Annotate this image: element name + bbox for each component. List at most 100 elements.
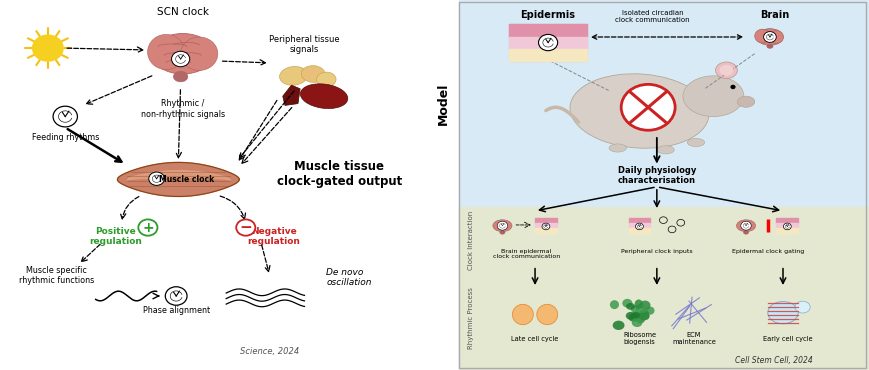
Ellipse shape	[631, 312, 639, 319]
Bar	[534, 218, 556, 223]
Polygon shape	[117, 162, 239, 196]
Ellipse shape	[612, 321, 624, 330]
Ellipse shape	[181, 37, 217, 70]
Bar	[534, 228, 556, 233]
Circle shape	[165, 287, 187, 305]
Text: Muscle clock: Muscle clock	[159, 175, 215, 184]
Ellipse shape	[151, 34, 214, 74]
Ellipse shape	[627, 313, 639, 322]
Ellipse shape	[626, 303, 634, 310]
Ellipse shape	[635, 316, 644, 323]
Ellipse shape	[767, 302, 798, 324]
Ellipse shape	[687, 138, 704, 147]
Text: Daily physiology
characterisation: Daily physiology characterisation	[617, 166, 695, 185]
Ellipse shape	[279, 67, 308, 85]
Circle shape	[740, 221, 751, 230]
Bar	[627, 228, 650, 233]
Text: Rhythmic /
non-rhythmic signals: Rhythmic / non-rhythmic signals	[141, 100, 224, 119]
Bar	[508, 24, 587, 37]
Text: Cell Stem Cell, 2024: Cell Stem Cell, 2024	[734, 356, 813, 365]
Ellipse shape	[316, 72, 335, 87]
Text: Clock Interaction: Clock Interaction	[468, 211, 473, 270]
Ellipse shape	[766, 44, 773, 48]
Ellipse shape	[631, 312, 641, 320]
Text: ECM
maintenance: ECM maintenance	[671, 332, 715, 345]
Bar	[459, 207, 869, 370]
Circle shape	[138, 219, 157, 236]
Ellipse shape	[737, 96, 754, 107]
Ellipse shape	[645, 307, 653, 315]
Circle shape	[33, 35, 63, 61]
Bar	[627, 218, 650, 233]
Bar	[508, 49, 587, 61]
Circle shape	[729, 85, 735, 89]
Text: De novo
oscillation: De novo oscillation	[326, 268, 371, 287]
Ellipse shape	[633, 314, 642, 322]
Bar	[534, 223, 556, 228]
Circle shape	[783, 223, 791, 230]
Text: Epidermal clock gating: Epidermal clock gating	[731, 249, 803, 254]
Circle shape	[634, 223, 643, 230]
Ellipse shape	[635, 303, 647, 313]
Circle shape	[53, 106, 77, 127]
Bar	[776, 218, 798, 233]
Circle shape	[149, 172, 164, 185]
Ellipse shape	[656, 146, 673, 154]
Text: Ribosome
biogensis: Ribosome biogensis	[622, 332, 655, 345]
Ellipse shape	[536, 304, 557, 325]
Ellipse shape	[609, 300, 618, 309]
Text: SCN clock: SCN clock	[156, 7, 209, 17]
Ellipse shape	[638, 312, 649, 320]
Bar	[776, 218, 798, 223]
Text: Brain: Brain	[759, 10, 788, 20]
Text: −: −	[239, 220, 252, 235]
Text: Negative
regulation: Negative regulation	[248, 227, 300, 246]
Ellipse shape	[735, 220, 755, 232]
Text: Model: Model	[437, 83, 449, 125]
Text: Peripheral tissue
signals: Peripheral tissue signals	[269, 35, 340, 54]
Ellipse shape	[301, 65, 325, 83]
Ellipse shape	[754, 29, 769, 43]
Circle shape	[538, 34, 557, 51]
Text: Epidermis: Epidermis	[520, 10, 575, 20]
Ellipse shape	[148, 34, 184, 70]
Text: Positive
regulation: Positive regulation	[89, 227, 142, 246]
Circle shape	[541, 223, 549, 230]
Text: Early cell cycle: Early cell cycle	[761, 336, 812, 342]
Ellipse shape	[631, 318, 641, 327]
Ellipse shape	[639, 300, 650, 310]
Polygon shape	[282, 85, 300, 105]
Text: Late cell cycle: Late cell cycle	[511, 336, 558, 342]
Ellipse shape	[492, 220, 511, 232]
Ellipse shape	[621, 299, 632, 307]
Ellipse shape	[499, 231, 504, 234]
Circle shape	[171, 51, 189, 67]
Bar	[776, 223, 798, 228]
Ellipse shape	[756, 28, 782, 45]
Ellipse shape	[173, 71, 188, 82]
Ellipse shape	[682, 76, 743, 117]
Text: +: +	[142, 221, 154, 235]
Ellipse shape	[638, 310, 648, 317]
Bar	[508, 37, 587, 49]
Text: Phase alignment: Phase alignment	[143, 306, 209, 314]
Text: Brain epidermal
clock communication: Brain epidermal clock communication	[492, 249, 560, 259]
Circle shape	[763, 31, 775, 43]
Bar	[627, 223, 650, 228]
Text: Muscle specific
rhythmic functions: Muscle specific rhythmic functions	[19, 266, 94, 285]
Bar	[776, 228, 798, 233]
Ellipse shape	[569, 74, 708, 148]
Bar	[627, 218, 650, 223]
Circle shape	[497, 221, 507, 230]
Bar	[508, 24, 587, 61]
Ellipse shape	[634, 299, 642, 309]
Circle shape	[620, 84, 674, 130]
Text: Muscle tissue
clock-gated output: Muscle tissue clock-gated output	[276, 160, 401, 188]
Circle shape	[236, 219, 255, 236]
Ellipse shape	[625, 312, 635, 320]
Ellipse shape	[719, 65, 733, 76]
Ellipse shape	[608, 144, 626, 152]
Ellipse shape	[630, 305, 639, 313]
Ellipse shape	[300, 84, 348, 108]
Ellipse shape	[743, 231, 748, 234]
